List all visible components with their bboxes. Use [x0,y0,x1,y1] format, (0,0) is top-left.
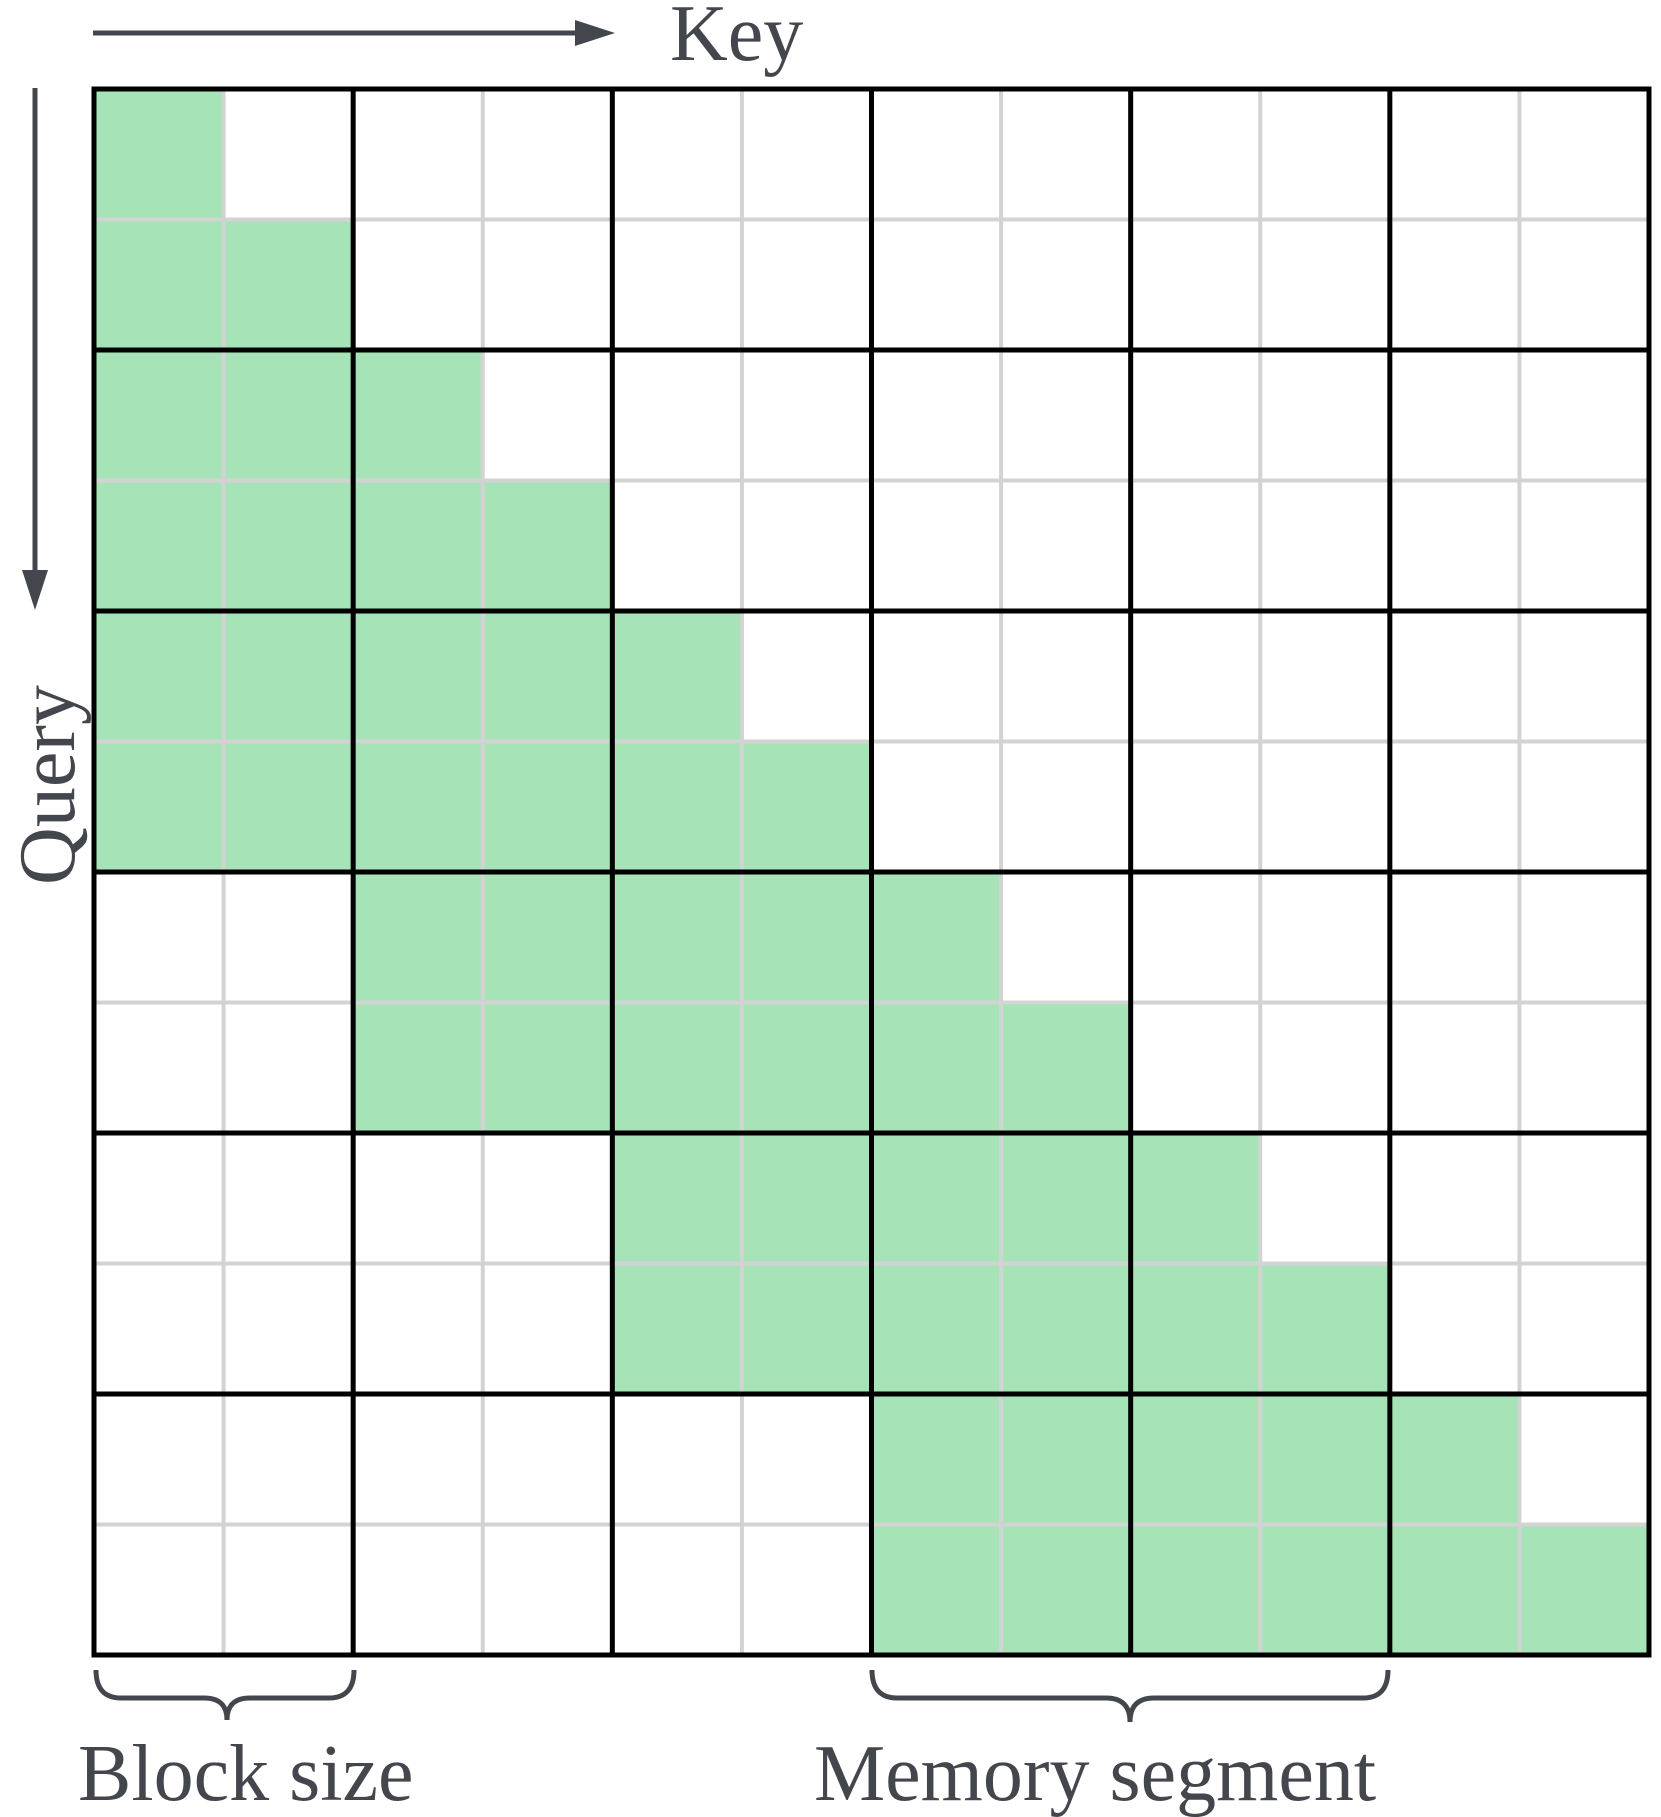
memory-segment-brace [869,1669,1391,1723]
visible-cell [94,611,225,742]
visible-cell [482,1002,613,1134]
visible-cell [1130,1133,1261,1264]
visible-cell [741,1133,872,1264]
visible-cell [1130,1524,1261,1656]
visible-cell [1260,1394,1391,1525]
visible-cell [612,1133,743,1264]
visible-cell [871,1524,1002,1656]
visible-cell [871,1133,1002,1264]
visible-cell [223,219,354,351]
visible-cell [612,872,743,1003]
visible-cell [353,1002,484,1134]
visible-cell [353,611,484,742]
visible-cell [871,872,1002,1003]
visible-cell [871,1394,1002,1525]
visible-cell [353,350,484,481]
visible-cell [94,350,225,481]
visible-cell [1130,1394,1261,1525]
visible-cell [353,872,484,1003]
visible-cell [94,89,225,220]
visible-cell [741,741,872,873]
visible-cell [482,741,613,873]
visible-cell [1260,1524,1391,1656]
visible-cell [353,480,484,612]
visible-cell [223,741,354,873]
visible-cell [223,611,354,742]
visible-cell [871,1263,1002,1395]
visible-cell [1001,1524,1132,1656]
visible-cell [612,611,743,742]
block-grid-lines [91,86,1652,1658]
visible-cell [1519,1524,1650,1656]
visible-cell [1001,1002,1132,1134]
visible-cell [741,1002,872,1134]
visible-cell [482,611,613,742]
mask-cells [94,89,1650,1656]
visible-cell [482,480,613,612]
visible-cell [1130,1263,1261,1395]
block-size-label: Block size [78,1730,413,1817]
visible-cell [612,741,743,873]
visible-cell [1001,1263,1132,1395]
visible-cell [94,480,225,612]
visible-cell [223,350,354,481]
visible-cell [223,480,354,612]
query-arrow [22,88,48,610]
visible-cell [612,1002,743,1134]
block-size-brace [93,1669,357,1721]
memory-segment-label: Memory segment [814,1730,1376,1817]
visible-cell [612,1263,743,1395]
visible-cell [353,741,484,873]
visible-cell [871,1002,1002,1134]
visible-cell [1001,1394,1132,1525]
visible-cell [1260,1263,1391,1395]
query-label: Query [4,685,92,885]
visible-cell [94,219,225,351]
visible-cell [1389,1524,1520,1656]
visible-cell [94,741,225,873]
visible-cell [482,872,613,1003]
key-arrow [93,20,615,46]
visible-cell [741,872,872,1003]
visible-cell [1001,1133,1132,1264]
key-label: Key [670,0,803,78]
visible-cell [1389,1394,1520,1525]
visible-cell [741,1263,872,1395]
